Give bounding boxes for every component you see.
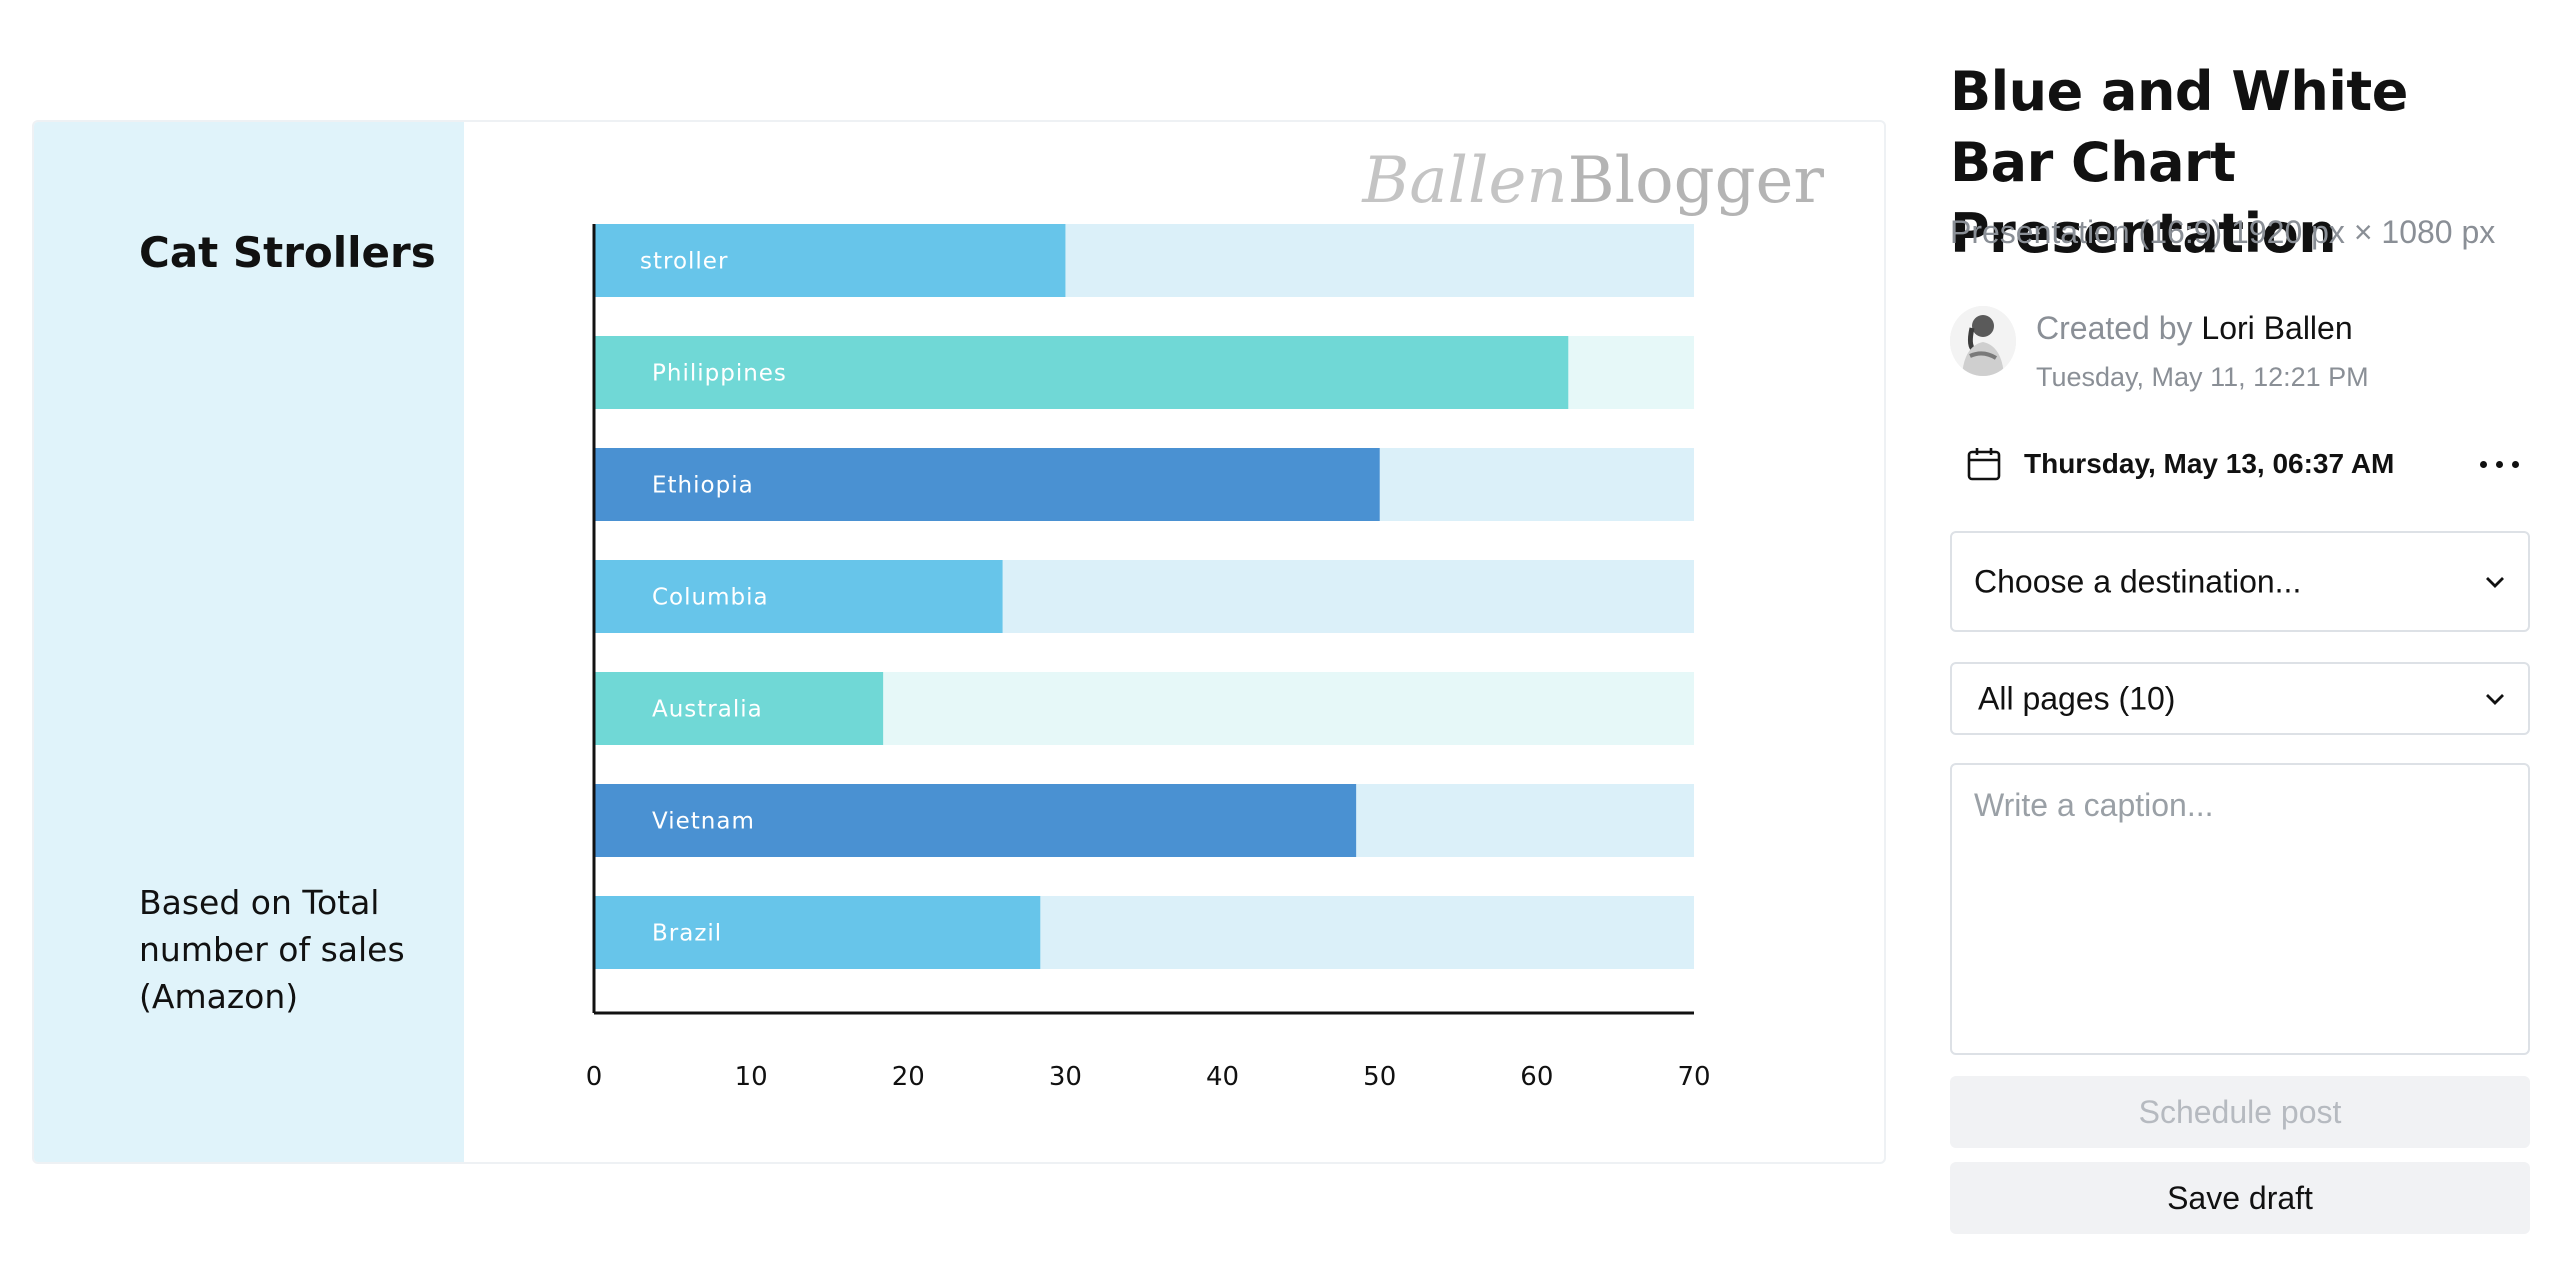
x-tick-label: 20 bbox=[892, 1062, 925, 1092]
bar-stroller bbox=[594, 224, 1066, 297]
created-by-prefix: Created by bbox=[2036, 310, 2193, 346]
caption-input[interactable] bbox=[1950, 763, 2530, 1055]
bar-vietnam bbox=[594, 784, 1357, 857]
pages-select[interactable]: All pages (10) bbox=[1950, 662, 2530, 735]
bar-ethiopia bbox=[594, 448, 1380, 521]
watermark-logo: BallenBlogger bbox=[1362, 144, 1824, 218]
x-tick-label: 60 bbox=[1520, 1062, 1553, 1092]
more-horizontal-icon bbox=[2480, 461, 2487, 468]
chevron-down-icon bbox=[2486, 693, 2504, 705]
bar-philippines bbox=[594, 336, 1569, 409]
x-tick-label: 0 bbox=[586, 1062, 603, 1092]
x-tick-label: 10 bbox=[735, 1062, 768, 1092]
x-tick-label: 30 bbox=[1049, 1062, 1082, 1092]
destination-select[interactable]: Choose a destination... bbox=[1950, 531, 2530, 632]
schedule-date[interactable]: Thursday, May 13, 06:37 AM bbox=[2024, 448, 2395, 479]
x-tick-label: 70 bbox=[1677, 1062, 1710, 1092]
author-name: Lori Ballen bbox=[2201, 310, 2353, 346]
bar-label: Brazil bbox=[652, 921, 722, 947]
created-by: Created by Lori Ballen bbox=[2036, 310, 2353, 347]
slide-title: Cat Strollers bbox=[139, 228, 436, 277]
bar-label: stroller bbox=[640, 249, 728, 275]
more-options-button[interactable] bbox=[2476, 440, 2524, 488]
bar-label: Columbia bbox=[652, 585, 769, 611]
created-timestamp: Tuesday, May 11, 12:21 PM bbox=[2036, 362, 2369, 392]
avatar bbox=[1950, 306, 2016, 376]
publish-panel: Blue and White Bar Chart Presentation Pr… bbox=[1950, 0, 2540, 1263]
bar-label: Vietnam bbox=[652, 809, 755, 835]
pages-value: All pages (10) bbox=[1978, 680, 2176, 716]
schedule-post-button[interactable]: Schedule post bbox=[1950, 1076, 2530, 1148]
destination-value: Choose a destination... bbox=[1974, 563, 2302, 599]
bar-chart: stroller Philippines Ethiopia Columbia Austr… bbox=[586, 224, 1711, 1092]
schedule-date-row[interactable]: Thursday, May 13, 06:37 AM bbox=[1966, 440, 2540, 488]
bar-label: Ethiopia bbox=[652, 473, 754, 499]
x-tick-label: 40 bbox=[1206, 1062, 1239, 1092]
bar-columbia bbox=[594, 560, 1003, 633]
bar-brazil bbox=[594, 896, 1041, 969]
chevron-down-icon bbox=[2486, 576, 2504, 588]
watermark-part-blogger: Blogger bbox=[1567, 144, 1824, 218]
slide-note: Based on Total number of sales (Amazon) bbox=[139, 883, 405, 1016]
bar-australia bbox=[594, 672, 884, 745]
slide-preview[interactable]: Cat Strollers Based on Total number of s… bbox=[32, 120, 1886, 1164]
save-draft-button[interactable]: Save draft bbox=[1950, 1162, 2530, 1234]
avatar-photo-icon bbox=[1950, 306, 2016, 376]
bar-label: Australia bbox=[652, 697, 763, 723]
slide-sidebar bbox=[34, 122, 464, 1162]
bar-label: Philippines bbox=[652, 361, 787, 387]
watermark-part-ballen: Ballen bbox=[1362, 144, 1568, 218]
design-title: Blue and White Bar Chart Presentation bbox=[1950, 60, 2408, 265]
x-tick-label: 50 bbox=[1363, 1062, 1396, 1092]
calendar-icon bbox=[1967, 448, 2001, 481]
design-dimensions: Presentation (16:9) 1920 px × 1080 px bbox=[1950, 214, 2496, 250]
